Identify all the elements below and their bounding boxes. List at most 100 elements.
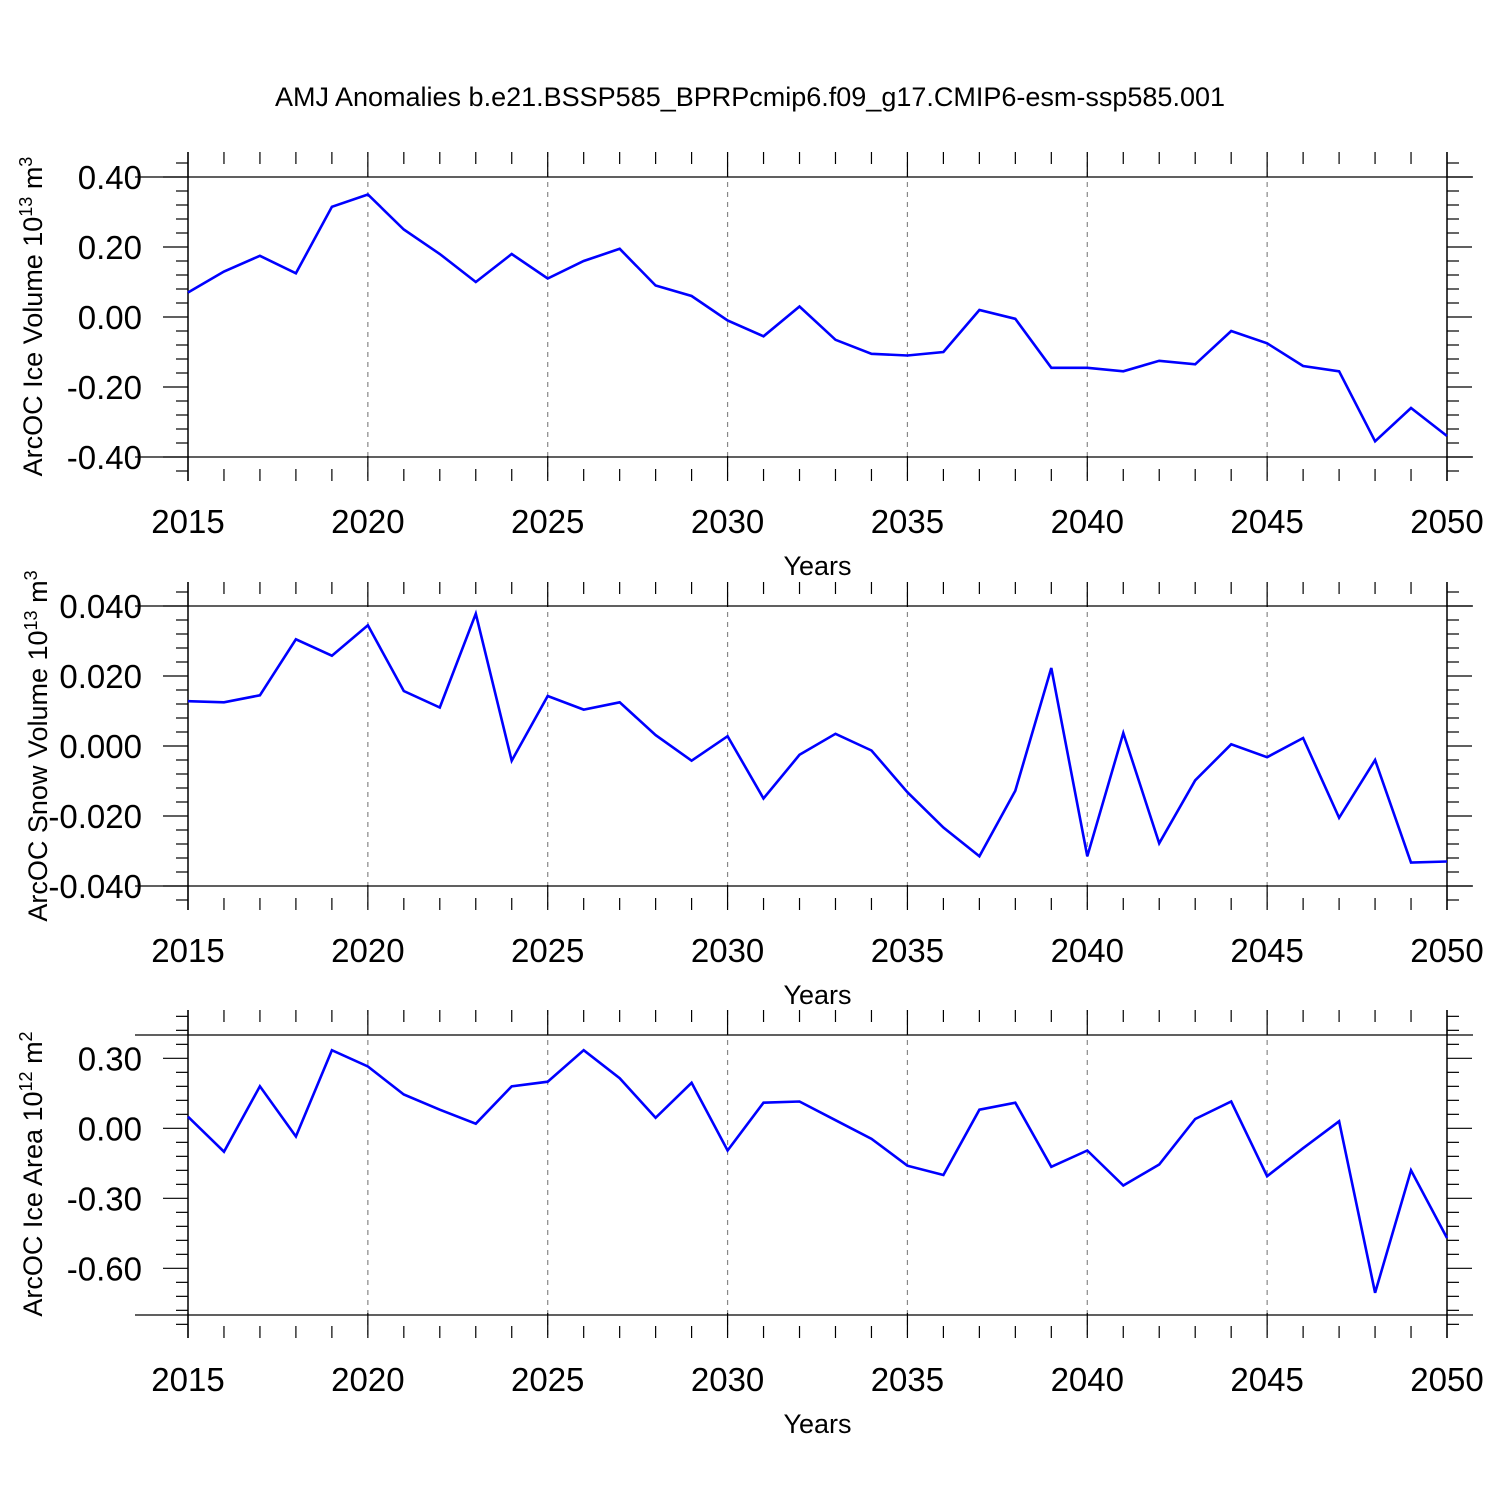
data-point (869, 1137, 873, 1141)
y-tick-label: 0.000 (59, 728, 142, 765)
data-point (1337, 369, 1341, 373)
data-point (1409, 861, 1413, 865)
chart-title: AMJ Anomalies b.e21.BSSP585_BPRPcmip6.f0… (274, 82, 1225, 112)
data-point (186, 1115, 190, 1119)
data-point (366, 623, 370, 627)
data-point (330, 205, 334, 209)
data-point (582, 1048, 586, 1052)
data-point (294, 1135, 298, 1139)
data-point (1301, 364, 1305, 368)
data-point (833, 732, 837, 736)
data-point (222, 700, 226, 704)
data-point (510, 1084, 514, 1088)
data-point (258, 254, 262, 258)
data-point (1085, 854, 1089, 858)
y-axis-label-text: m (18, 167, 48, 197)
data-point (1049, 666, 1053, 670)
x-tick-label: 2030 (691, 503, 764, 540)
data-point (1157, 359, 1161, 363)
data-point (1085, 1149, 1089, 1153)
x-tick-label: 2050 (1410, 932, 1483, 969)
data-point (654, 733, 658, 737)
data-point (366, 1065, 370, 1069)
data-point (1193, 1117, 1197, 1121)
panel-3: -0.60 -0.30 0.00 0.30 2015 2020 2025 2030 2035 20… (16, 1010, 1484, 1439)
x-tick-label: 2040 (1051, 503, 1124, 540)
data-point (1157, 1163, 1161, 1167)
y-tick-label: -0.020 (48, 798, 142, 835)
x-tick-label: 2020 (331, 1361, 404, 1398)
x-tick-label: 2040 (1051, 1361, 1124, 1398)
data-point (330, 1048, 334, 1052)
data-point (258, 693, 262, 697)
data-point (726, 319, 730, 323)
y-axis-label-superscript: 3 (21, 570, 41, 580)
data-point (1373, 758, 1377, 762)
series-line (187, 193, 1448, 444)
data-point (798, 305, 802, 309)
x-tick-label: 2035 (871, 503, 944, 540)
data-point (1301, 736, 1305, 740)
x-tick-label: 2020 (331, 503, 404, 540)
y-axis-label-text: ArcOC Ice Area 10 (18, 1091, 48, 1316)
data-point (1373, 439, 1377, 443)
x-tick-label: 2025 (511, 1361, 584, 1398)
data-point (438, 706, 442, 710)
data-point (977, 1108, 981, 1112)
data-point (833, 1118, 837, 1122)
data-point (1445, 1236, 1449, 1240)
data-point (654, 284, 658, 288)
data-point (690, 1081, 694, 1085)
data-point (654, 1116, 658, 1120)
data-point (869, 749, 873, 753)
y-axis-label-superscript: 13 (21, 610, 41, 630)
data-point (402, 689, 406, 693)
data-point (798, 753, 802, 757)
x-tick-label: 2020 (331, 932, 404, 969)
data-point (690, 294, 694, 298)
x-tick-label: 2015 (151, 932, 224, 969)
data-point (546, 277, 550, 281)
data-point (582, 708, 586, 712)
data-point (474, 280, 478, 284)
data-point (222, 1150, 226, 1154)
series-line (187, 609, 1448, 864)
data-point (186, 291, 190, 295)
x-axis-label: Years (783, 980, 851, 1010)
data-point (1121, 731, 1125, 735)
data-point (690, 759, 694, 763)
x-tick-label: 2030 (691, 1361, 764, 1398)
x-tick-label: 2045 (1230, 503, 1303, 540)
data-point (1337, 816, 1341, 820)
y-tick-label: -0.30 (67, 1180, 142, 1217)
data-point (510, 759, 514, 763)
data-point (1409, 1168, 1413, 1172)
y-axis-label: ArcOC Ice Volume 1013 m3 (16, 157, 48, 477)
data-point (294, 637, 298, 641)
data-point (1445, 434, 1449, 438)
y-axis-label-superscript: 13 (16, 197, 36, 217)
data-point (618, 247, 622, 251)
data-point (1409, 406, 1413, 410)
data-point (798, 1100, 802, 1104)
data-point (905, 1164, 909, 1168)
data-point (762, 1101, 766, 1105)
data-point (474, 612, 478, 616)
data-point (1193, 778, 1197, 782)
data-point (1193, 362, 1197, 366)
x-tick-label: 2025 (511, 503, 584, 540)
y-axis-label: ArcOC Snow Volume 1013 m3 (21, 570, 53, 921)
data-point (1013, 317, 1017, 321)
data-point (438, 1108, 442, 1112)
x-tick-label: 2050 (1410, 1361, 1483, 1398)
data-point (1265, 755, 1269, 759)
data-point (977, 854, 981, 858)
y-tick-label: -0.20 (67, 369, 142, 406)
x-tick-label: 2040 (1051, 932, 1124, 969)
y-axis-label-text: m (23, 580, 53, 610)
data-point (1013, 789, 1017, 793)
data-point (833, 338, 837, 342)
panel-2: -0.040 -0.020 0.000 0.020 0.040 2015 2020 2025 2… (21, 570, 1484, 1010)
data-point (330, 654, 334, 658)
